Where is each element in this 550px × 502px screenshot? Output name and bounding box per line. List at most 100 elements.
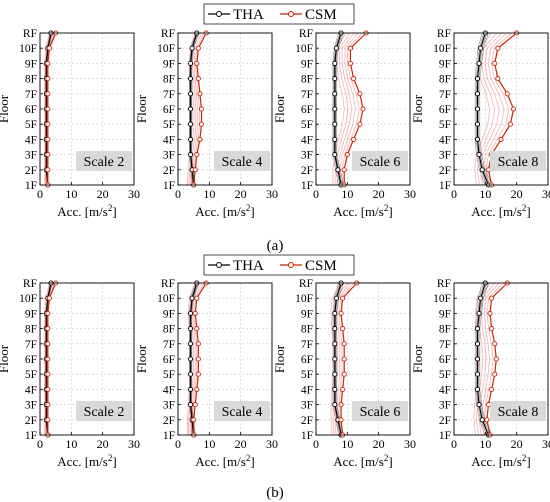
y-tick-label: 6F [439, 104, 451, 116]
y-tick-label: RF [437, 278, 451, 290]
data-point-tha [478, 295, 484, 301]
x-tick-label: 30 [542, 187, 550, 201]
data-point-csm [195, 371, 201, 377]
csm-record-line [190, 32, 203, 186]
y-tick-label: 1F [25, 180, 37, 192]
y-tick-label: 6F [25, 104, 37, 116]
data-point-csm [357, 91, 363, 97]
data-point-tha [332, 91, 338, 97]
scale-label-box [490, 401, 546, 421]
y-tick-label: 9F [25, 308, 37, 320]
data-point-tha [332, 121, 338, 127]
x-tick-label: 0 [175, 437, 181, 451]
data-point-tha [332, 136, 338, 142]
data-point-csm [510, 106, 517, 112]
data-point-tha [474, 341, 481, 347]
y-tick-label: 4F [163, 384, 175, 396]
y-tick-label: 9F [163, 58, 175, 70]
data-point-tha [478, 45, 484, 51]
y-tick-label: 10F [295, 43, 313, 55]
data-point-tha [332, 310, 338, 316]
data-point-csm [191, 417, 197, 423]
data-point-tha [187, 341, 194, 347]
y-tick-label: 9F [301, 308, 313, 320]
data-point-tha [474, 326, 481, 332]
data-point-tha [187, 121, 194, 127]
y-tick-label: 8F [301, 74, 313, 86]
y-axis-label: Floor [410, 94, 425, 123]
y-tick-label: 2F [301, 165, 313, 177]
legend-marker-tha [216, 11, 222, 17]
x-tick-label: 10 [65, 187, 77, 201]
y-tick-label: 1F [301, 430, 313, 442]
y-tick-label: 10F [19, 293, 37, 305]
y-tick-label: 8F [163, 324, 175, 336]
data-point-tha [474, 386, 481, 392]
y-tick-label: 7F [439, 89, 451, 101]
y-tick-label: 4F [25, 384, 37, 396]
data-point-csm [192, 167, 198, 173]
y-tick-label: 2F [25, 165, 37, 177]
scale-label-box [76, 151, 132, 171]
data-point-csm [492, 60, 498, 66]
y-tick-label: 1F [301, 180, 313, 192]
data-point-csm [484, 417, 490, 423]
y-tick-label: 9F [439, 308, 451, 320]
y-axis-label: Floor [134, 344, 149, 373]
data-point-csm [341, 356, 347, 362]
scale-label-box [352, 401, 408, 421]
y-axis-label: Floor [0, 94, 11, 123]
data-point-csm [341, 341, 347, 347]
data-point-csm [198, 121, 205, 127]
data-point-tha [332, 326, 338, 332]
scale-label: Scale 2 [84, 405, 125, 420]
data-point-tha [187, 136, 194, 142]
data-point-tha [187, 152, 194, 158]
data-point-csm [46, 45, 52, 51]
y-axis-label: Floor [272, 344, 287, 373]
y-tick-label: 5F [301, 119, 313, 131]
legend: THA CSM [203, 254, 355, 276]
x-tick-label: 30 [542, 437, 550, 451]
csm-record-line [337, 32, 355, 185]
y-tick-label: 5F [301, 369, 313, 381]
y-tick-label: 7F [25, 339, 37, 351]
x-tick-label: 30 [404, 187, 416, 201]
y-tick-label: 5F [439, 119, 451, 131]
data-point-csm [347, 60, 354, 66]
chart-panel: 0 10 20 30 1F 2F 3F 4F 5F 6F 7F 8F 9F 10F RF Floor Acc. … [410, 278, 550, 469]
data-point-csm [338, 310, 344, 316]
y-tick-label: 10F [157, 293, 175, 305]
data-point-tha [474, 136, 481, 142]
y-axis-label: Floor [272, 94, 287, 123]
legend-box [203, 3, 355, 25]
data-point-tha [476, 402, 482, 408]
data-point-csm [45, 76, 51, 82]
data-point-tha [474, 356, 481, 362]
data-point-csm [45, 60, 51, 66]
y-tick-label: RF [161, 28, 175, 40]
x-tick-label: 0 [175, 187, 181, 201]
data-point-csm [195, 356, 201, 362]
y-tick-label: 9F [163, 308, 175, 320]
data-point-tha [189, 45, 195, 51]
data-point-csm [195, 76, 201, 82]
y-tick-label: RF [23, 278, 37, 290]
x-tick-label: 30 [404, 437, 416, 451]
data-point-csm [45, 136, 51, 142]
data-point-csm [357, 121, 363, 127]
data-point-tha [187, 106, 194, 112]
data-point-csm [192, 402, 198, 408]
y-tick-label: 6F [25, 354, 37, 366]
y-tick-label: 3F [301, 400, 313, 412]
y-tick-label: 5F [439, 369, 451, 381]
data-point-csm [194, 295, 200, 301]
x-tick-label: 10 [65, 437, 77, 451]
x-tick-label: 0 [37, 187, 43, 201]
x-axis-label: Acc. [m/s2] [471, 453, 530, 469]
legend-marker-tha [216, 262, 222, 268]
y-tick-label: 3F [301, 150, 313, 162]
data-point-csm [45, 91, 51, 97]
y-axis-label: Floor [0, 344, 11, 373]
data-point-tha [187, 386, 194, 392]
